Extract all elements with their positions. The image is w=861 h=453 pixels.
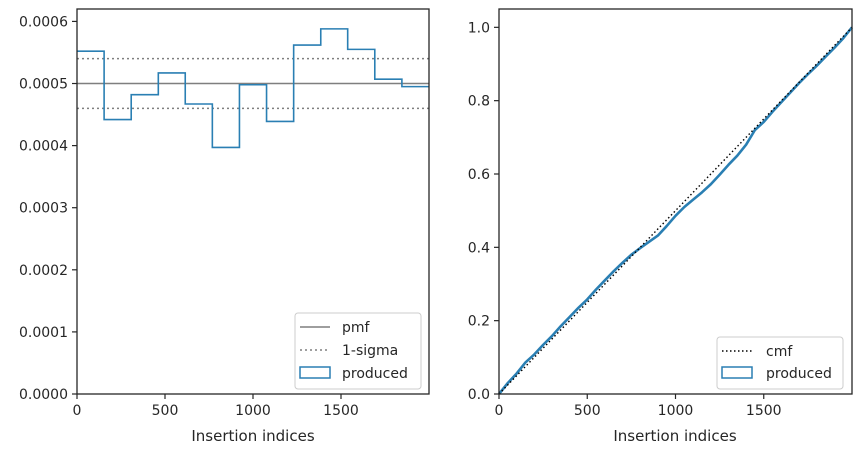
right-xtick-label: 1500	[746, 403, 782, 419]
left-legend: pmf 1-sigma produced	[294, 312, 422, 390]
left-ytick-label: 0.0004	[19, 139, 68, 155]
right-xtick-label: 1000	[658, 403, 694, 419]
legend-sigma-label: 1-sigma	[342, 343, 398, 359]
left-ytick-label: 0.0006	[19, 14, 68, 30]
right-ytick-label: 0.6	[468, 167, 490, 183]
left-x-axis-label: Insertion indices	[191, 427, 314, 445]
right-plot-lines	[497, 26, 854, 395]
right-ytick-label: 0.4	[468, 240, 490, 256]
right-legend-box	[716, 336, 844, 390]
right-ytick-label: 0.8	[468, 94, 490, 110]
cmf-line	[498, 26, 853, 395]
left-ytick-label: 0.0003	[19, 201, 68, 217]
left-ytick-label: 0.0005	[19, 77, 68, 93]
left-xtick-label: 500	[152, 403, 179, 419]
right-y-ticks: 0.0 0.2 0.4 0.6 0.8 1.0	[468, 20, 499, 403]
legend-produced-label-right: produced	[766, 366, 832, 382]
legend-produced-swatch-right	[721, 366, 753, 379]
left-ytick-label: 0.0001	[19, 325, 68, 341]
left-ytick-label: 0.0000	[19, 387, 68, 403]
left-produced-histogram	[77, 28, 429, 149]
produced-histogram-step	[77, 28, 429, 149]
legend-pmf-label: pmf	[342, 320, 371, 336]
right-xtick-label: 500	[574, 403, 601, 419]
right-xtick-label: 0	[495, 403, 504, 419]
left-xtick-label: 1000	[235, 403, 271, 419]
legend-cmf-label: cmf	[766, 344, 793, 360]
produced-cumulative-line	[497, 26, 854, 395]
left-xtick-label: 0	[73, 403, 82, 419]
legend-produced-label: produced	[342, 366, 408, 382]
right-legend: cmf produced	[716, 336, 844, 390]
left-xtick-label: 1500	[323, 403, 359, 419]
right-panel: 0 500 1000 1500 0.0 0.2 0.4 0.6 0.8 1.0 Insertio…	[468, 8, 854, 445]
left-legend-box	[294, 312, 422, 390]
right-ytick-label: 0.2	[468, 314, 490, 330]
left-ytick-label: 0.0002	[19, 263, 68, 279]
left-reference-lines	[77, 57, 429, 110]
right-ytick-label: 1.0	[468, 20, 490, 36]
left-panel: 0 500 1000 1500 0.00000.00010.00020.00030.0…	[19, 8, 430, 445]
left-x-ticks: 0 500 1000 1500	[73, 394, 359, 419]
left-y-ticks: 0.0000 0.0001 0.0002 0.0003 0.0004 0.0005 0.00…	[19, 14, 77, 403]
right-ytick-label: 0.0	[468, 387, 490, 403]
legend-produced-swatch	[299, 366, 331, 379]
right-x-axis-label: Insertion indices	[613, 427, 736, 445]
right-x-ticks: 0 500 1000 1500	[495, 394, 782, 419]
